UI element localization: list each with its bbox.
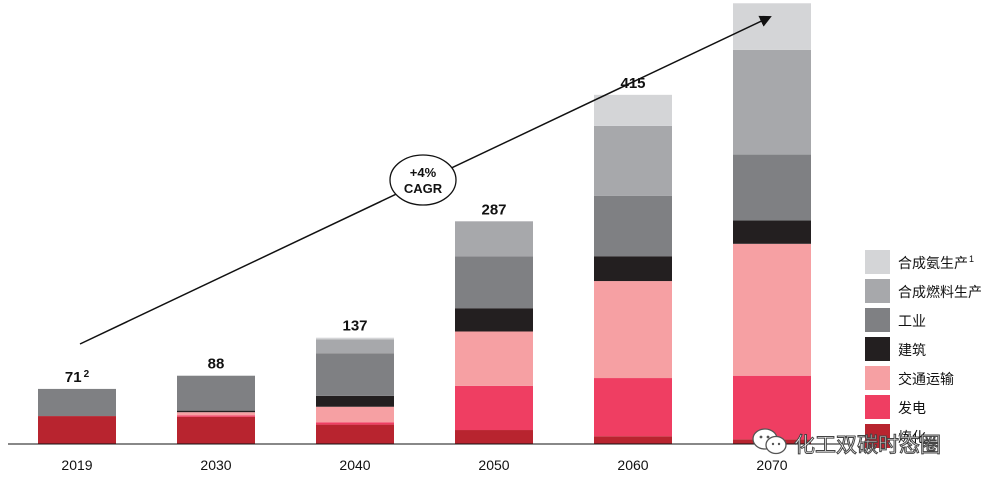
cagr-line-2: CAGR (404, 181, 443, 196)
bar-segment (733, 243, 811, 376)
bar-segment (316, 422, 394, 425)
bar-segment (455, 385, 533, 431)
legend-item-industry: 工业 (865, 308, 1000, 332)
legend-label: 合成燃料生产 (898, 284, 982, 300)
bar-segment (38, 416, 116, 444)
total-label: 287 (481, 201, 506, 218)
legend-item-synfuel: 合成燃料生产 (865, 279, 1000, 303)
bar-segment (733, 375, 811, 440)
legend-swatch (865, 279, 890, 303)
x-tick-label: 2040 (339, 457, 370, 473)
x-tick-label: 2030 (200, 457, 231, 473)
bar-segment (594, 281, 672, 379)
total-label: 88 (208, 356, 225, 373)
cagr-line-1: +4% (410, 165, 437, 180)
legend-swatch (865, 250, 890, 274)
bar-segment (455, 331, 533, 386)
legend-label: 工业 (898, 313, 926, 329)
x-tick-label: 2019 (61, 457, 92, 473)
bar-segment (455, 256, 533, 309)
bar-segment (316, 337, 394, 340)
cagr-annotation: +4% CAGR (389, 154, 457, 206)
bar-segment (733, 220, 811, 244)
x-tick-label: 2050 (478, 457, 509, 473)
bar-segment (733, 3, 811, 50)
legend-swatch (865, 308, 890, 332)
bar-segment (177, 412, 255, 416)
legend-label: 合成氨生产 (898, 255, 968, 271)
bar-segment (316, 406, 394, 423)
bar-segment (177, 416, 255, 444)
bar-segment (316, 424, 394, 444)
bar-segment (316, 353, 394, 396)
bar-segment (177, 375, 255, 411)
bar-segment (594, 94, 672, 126)
bar-segment (594, 378, 672, 437)
bar-segment (177, 415, 255, 417)
x-tick-label: 2060 (617, 457, 648, 473)
legend-swatch (865, 337, 890, 361)
bar-segment (455, 308, 533, 332)
legend-item-refining: 炼化 (865, 424, 1000, 448)
bar-segment (594, 195, 672, 257)
legend-item-transport: 交通运输 (865, 366, 1000, 390)
legend-swatch (865, 395, 890, 419)
total-footnote: 2 (84, 369, 90, 380)
legend-swatch (865, 366, 890, 390)
total-label: 71 2 (65, 369, 90, 386)
bar-segment (38, 388, 116, 417)
x-tick-labels: 2019 2030 2040 2050 2060 2070 (61, 457, 787, 473)
watermark: 化工双碳时态圈 (750, 426, 990, 460)
wechat-icon (752, 428, 787, 455)
bar-segment (316, 339, 394, 354)
legend-label: 发电 (898, 400, 926, 416)
bar-segment (733, 49, 811, 155)
legend-label: 建筑 (898, 342, 926, 358)
legend-item-power: 发电 (865, 395, 1000, 419)
x-tick-label: 2070 (756, 457, 787, 473)
legend-item-ammonia: 合成氨生产1 (865, 250, 1000, 274)
bar-segment (594, 436, 672, 444)
total-label: 137 (342, 318, 367, 335)
bar-segment (594, 125, 672, 196)
bar-segment (455, 430, 533, 444)
bar-segment (316, 395, 394, 407)
legend-item-buildings: 建筑 (865, 337, 1000, 361)
bar-segment (177, 410, 255, 413)
bar-segment (455, 221, 533, 257)
bar-stacks (38, 3, 811, 444)
legend-label: 炼化 (898, 429, 926, 445)
bar-segment (594, 256, 672, 282)
bar-segment (733, 154, 811, 221)
watermark-text: 化工双碳时态圈 (794, 433, 942, 458)
legend-label: 交通运输 (898, 371, 954, 387)
legend-footnote: 1 (969, 254, 975, 265)
legend-swatch (865, 424, 890, 448)
total-labels: 71288137287415519 (65, 0, 785, 386)
